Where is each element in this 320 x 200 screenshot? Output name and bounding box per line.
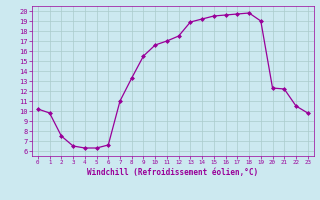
X-axis label: Windchill (Refroidissement éolien,°C): Windchill (Refroidissement éolien,°C) — [87, 168, 258, 177]
